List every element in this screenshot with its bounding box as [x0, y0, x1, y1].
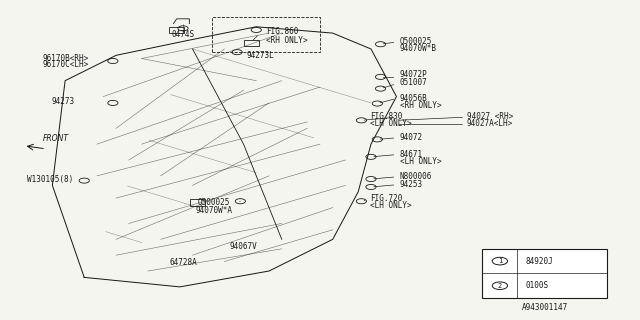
Bar [244, 40, 259, 46]
Text: 051007: 051007 [399, 78, 428, 87]
Bar [169, 27, 184, 33]
Text: N800006: N800006 [399, 172, 432, 181]
Bar [190, 199, 205, 206]
Text: FRONT: FRONT [43, 133, 69, 142]
Text: 94072: 94072 [399, 133, 423, 142]
Text: 94070W*B: 94070W*B [399, 44, 436, 53]
Text: <LH ONLY>: <LH ONLY> [370, 119, 412, 128]
Text: 0474S: 0474S [172, 30, 195, 39]
Text: 96170B<RH>: 96170B<RH> [43, 54, 89, 63]
Text: 94273: 94273 [51, 97, 74, 106]
Text: 84920J: 84920J [526, 257, 554, 266]
Text: 94072P: 94072P [399, 70, 428, 79]
Text: 94027 <RH>: 94027 <RH> [467, 112, 513, 121]
Bar [483, 249, 607, 298]
Text: 94027A<LH>: 94027A<LH> [467, 119, 513, 128]
Text: FIG.830: FIG.830 [370, 112, 402, 121]
Text: <LH ONLY>: <LH ONLY> [370, 202, 412, 211]
Text: 94056B: 94056B [399, 94, 428, 103]
Text: 2: 2 [498, 283, 502, 289]
Text: <LH ONLY>: <LH ONLY> [399, 157, 441, 166]
Text: Q500025: Q500025 [399, 36, 432, 45]
Text: 94067V: 94067V [230, 242, 257, 251]
Text: 1: 1 [498, 258, 502, 264]
Text: Q500025: Q500025 [198, 198, 230, 207]
Text: 84671: 84671 [399, 150, 423, 159]
Text: <RH ONLY>: <RH ONLY> [399, 101, 441, 110]
Text: FIG.860: FIG.860 [266, 27, 298, 36]
Text: 64728A: 64728A [169, 258, 197, 267]
Text: 96170C<LH>: 96170C<LH> [43, 60, 89, 69]
Text: FIG.720: FIG.720 [370, 194, 402, 203]
Text: W130105(8): W130105(8) [27, 175, 73, 184]
Text: 94253: 94253 [399, 180, 423, 189]
Text: 94273L: 94273L [246, 52, 275, 60]
Text: 94070W*A: 94070W*A [196, 206, 233, 215]
Text: <RH ONLY>: <RH ONLY> [266, 36, 307, 44]
Text: A943001147: A943001147 [522, 303, 568, 312]
Text: 0100S: 0100S [526, 281, 549, 290]
